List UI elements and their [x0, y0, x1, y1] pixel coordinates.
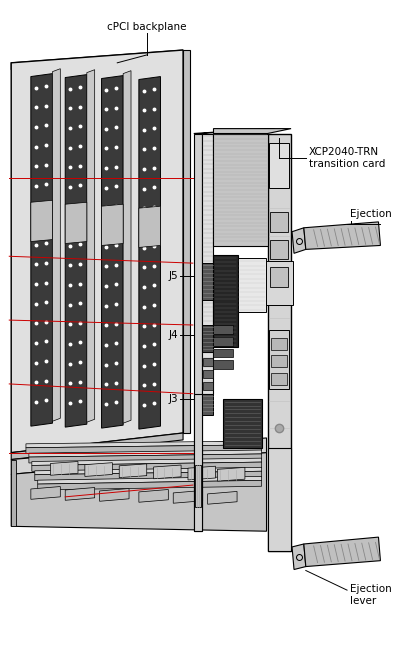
Polygon shape [11, 438, 266, 474]
Polygon shape [202, 382, 213, 390]
Polygon shape [11, 460, 16, 526]
Polygon shape [213, 255, 238, 346]
Polygon shape [100, 489, 129, 501]
Polygon shape [11, 50, 183, 70]
Polygon shape [271, 338, 287, 350]
Polygon shape [153, 465, 181, 479]
Polygon shape [213, 129, 291, 133]
Polygon shape [11, 63, 17, 452]
Text: cPCI backplane: cPCI backplane [107, 23, 186, 32]
Polygon shape [11, 433, 183, 460]
Polygon shape [271, 212, 288, 231]
Polygon shape [194, 394, 202, 531]
Polygon shape [217, 467, 245, 481]
Polygon shape [183, 50, 190, 433]
Polygon shape [65, 75, 87, 427]
Polygon shape [188, 466, 215, 480]
Polygon shape [213, 360, 233, 369]
Polygon shape [266, 261, 293, 306]
Polygon shape [29, 450, 262, 457]
Polygon shape [271, 373, 287, 385]
Polygon shape [223, 398, 262, 448]
Polygon shape [51, 462, 78, 475]
Polygon shape [268, 448, 291, 551]
Polygon shape [202, 325, 213, 352]
Polygon shape [139, 489, 168, 502]
Polygon shape [35, 467, 262, 474]
Polygon shape [31, 73, 53, 426]
Polygon shape [195, 465, 201, 506]
Polygon shape [139, 77, 160, 429]
Text: Ejection
lever: Ejection lever [350, 209, 392, 231]
Polygon shape [119, 464, 147, 478]
Polygon shape [269, 330, 289, 389]
Polygon shape [31, 487, 60, 499]
Polygon shape [31, 200, 53, 242]
Polygon shape [11, 50, 183, 452]
Polygon shape [102, 75, 123, 428]
Polygon shape [53, 69, 60, 421]
Polygon shape [304, 537, 380, 567]
Polygon shape [123, 71, 131, 423]
Polygon shape [173, 491, 202, 503]
Polygon shape [194, 133, 202, 531]
Polygon shape [102, 204, 123, 246]
Polygon shape [26, 445, 262, 454]
Polygon shape [269, 144, 289, 187]
Polygon shape [202, 358, 213, 366]
Polygon shape [271, 240, 288, 259]
Polygon shape [29, 454, 262, 463]
Polygon shape [38, 480, 262, 490]
Text: J3: J3 [168, 394, 178, 404]
Polygon shape [85, 463, 112, 476]
Polygon shape [268, 133, 291, 551]
Polygon shape [139, 206, 160, 248]
Text: J4: J4 [168, 330, 178, 340]
Polygon shape [208, 491, 237, 504]
Polygon shape [65, 202, 87, 244]
Polygon shape [87, 70, 95, 423]
Polygon shape [32, 462, 262, 471]
Polygon shape [292, 227, 306, 254]
Polygon shape [271, 267, 288, 287]
Polygon shape [194, 129, 274, 133]
Polygon shape [271, 356, 287, 367]
Text: J5: J5 [168, 271, 178, 281]
Polygon shape [26, 441, 262, 448]
Polygon shape [304, 222, 380, 250]
Polygon shape [238, 258, 266, 312]
Polygon shape [213, 133, 268, 246]
Polygon shape [213, 337, 233, 346]
Polygon shape [202, 394, 213, 415]
Polygon shape [202, 370, 213, 378]
Polygon shape [11, 452, 266, 531]
Text: Ejection
lever: Ejection lever [350, 584, 392, 606]
Polygon shape [213, 348, 233, 358]
Polygon shape [32, 458, 262, 465]
Polygon shape [35, 471, 262, 480]
Polygon shape [292, 544, 306, 569]
Polygon shape [38, 476, 262, 484]
Text: XCP2040-TRN
transition card: XCP2040-TRN transition card [309, 148, 385, 169]
Polygon shape [202, 133, 213, 394]
Polygon shape [202, 263, 213, 300]
Polygon shape [65, 488, 95, 500]
Polygon shape [213, 325, 233, 334]
